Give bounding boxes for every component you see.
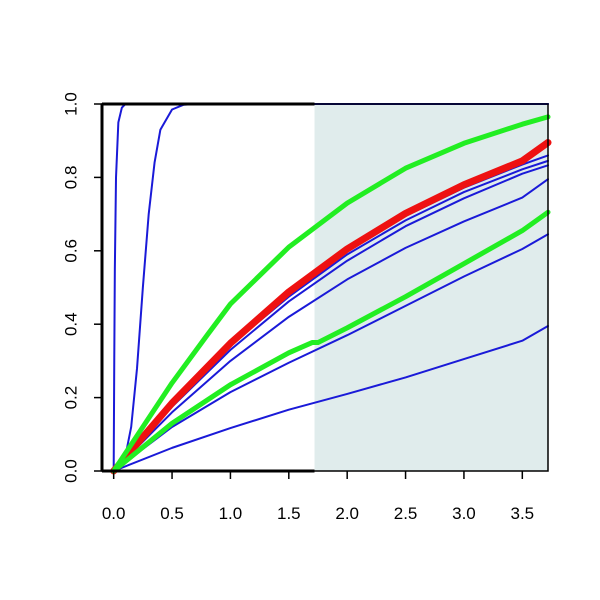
x-tick-label: 2.5: [394, 504, 418, 523]
x-tick-label: 1.0: [219, 504, 243, 523]
x-tick-label: 3.5: [510, 504, 534, 523]
series-line-blue-7: [112, 325, 549, 472]
y-tick-label: 0.2: [61, 386, 80, 410]
x-axis-ticks: 0.0 0.5 1.0 1.5 2.0 2.5 3.0 3.5: [102, 471, 534, 523]
x-tick-label: 3.0: [452, 504, 476, 523]
y-tick-label: 1.0: [61, 92, 80, 116]
series-line-green-9: [111, 114, 551, 474]
y-tick-label: 0.8: [61, 166, 80, 190]
series-layer: [110, 103, 552, 475]
x-tick-label: 2.0: [335, 504, 359, 523]
x-tick-label: 1.5: [277, 504, 301, 523]
x-tick-label: 0.5: [160, 504, 184, 523]
series-line-blue-6: [112, 233, 549, 472]
x-tick-label: 0.0: [102, 504, 126, 523]
y-axis-ticks: 0.0 0.2 0.4 0.6 0.8 1.0: [61, 92, 102, 483]
y-tick-label: 0.4: [61, 312, 80, 336]
y-tick-label: 0.0: [61, 459, 80, 483]
y-tick-label: 0.6: [61, 239, 80, 263]
series-line-green-10: [111, 209, 551, 474]
series-line-blue-5: [112, 178, 549, 472]
series-line-red-8: [110, 139, 552, 475]
